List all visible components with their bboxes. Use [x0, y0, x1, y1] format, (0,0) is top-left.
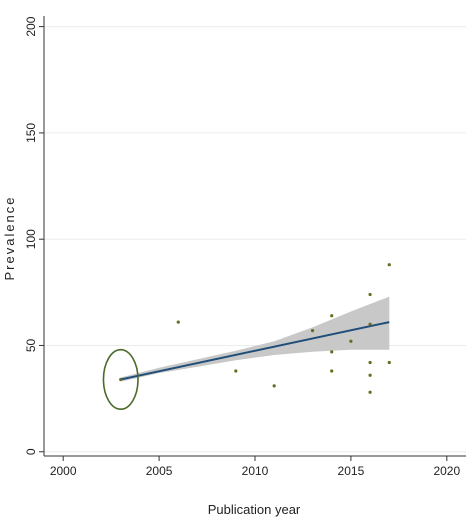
x-tick-label-2010: 2010 — [242, 464, 269, 478]
x-tick-label-2015: 2015 — [338, 464, 365, 478]
tick-labels-group: 2000 2005 2010 2015 2020 0 50 100 150 200 — [24, 16, 460, 478]
data-points-group — [119, 263, 391, 394]
y-axis-title: Prevalence — [2, 195, 17, 280]
data-point-14 — [368, 390, 372, 394]
data-point-7 — [330, 350, 334, 354]
x-axis-title: Publication year — [208, 502, 301, 517]
fit-line-group — [120, 321, 390, 381]
data-point-9 — [349, 339, 353, 343]
x-tick-label-2005: 2005 — [146, 464, 173, 478]
fit-line — [120, 321, 390, 381]
y-tick-label-200: 200 — [24, 16, 38, 36]
data-point-3 — [234, 369, 238, 373]
data-point-15 — [387, 263, 391, 267]
x-tick-label-2000: 2000 — [50, 464, 77, 478]
data-point-11 — [368, 322, 372, 326]
y-tick-label-0: 0 — [24, 448, 38, 455]
y-tick-label-100: 100 — [24, 229, 38, 249]
data-point-10 — [368, 292, 372, 297]
data-point-16 — [387, 360, 391, 365]
data-point-6 — [330, 314, 334, 318]
x-tick-label-2020: 2020 — [433, 464, 460, 478]
y-tick-label-150: 150 — [24, 123, 38, 143]
annotation-ellipse — [102, 348, 139, 411]
data-point-2 — [176, 320, 180, 324]
data-point-5 — [310, 328, 315, 333]
y-tick-label-50: 50 — [24, 338, 38, 352]
data-point-1 — [119, 377, 123, 382]
annotation-group — [102, 348, 139, 411]
gridlines — [44, 26, 466, 453]
data-point-4 — [272, 384, 276, 388]
data-point-12 — [368, 360, 372, 365]
data-point-8 — [330, 369, 334, 373]
data-point-13 — [368, 373, 372, 377]
